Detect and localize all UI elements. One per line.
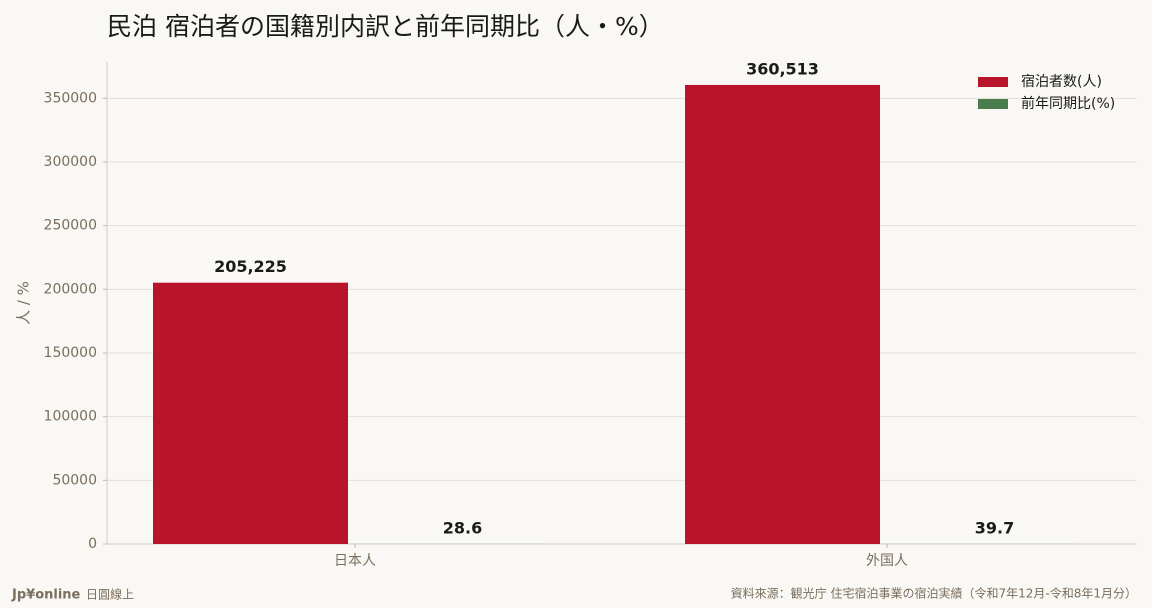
y-tick-label: 300000: [44, 154, 97, 170]
chart-title: 民泊 宿泊者の国籍別内訳と前年同期比（人・%）: [107, 12, 664, 41]
bar: [153, 282, 348, 544]
legend-swatch: [978, 99, 1008, 109]
y-tick-label: 50000: [52, 472, 97, 488]
legend-swatch: [978, 77, 1008, 87]
x-tick-label: 日本人: [334, 553, 376, 569]
value-label: 205,225: [214, 257, 287, 276]
legend-label: 前年同期比(%): [1021, 95, 1115, 112]
source-note: 資料來源：観光庁 住宅宿泊事業の宿泊実績（令和7年12月-令和8年1月分）: [731, 586, 1137, 601]
value-label: 360,513: [746, 59, 819, 78]
value-label: 39.7: [975, 518, 1014, 537]
y-tick-label: 150000: [44, 345, 97, 361]
y-tick-label: 350000: [44, 90, 97, 106]
brand: Jp¥online: [11, 588, 81, 603]
y-tick-label: 100000: [44, 409, 97, 425]
x-tick-label: 外国人: [866, 553, 908, 569]
bar: [685, 84, 880, 544]
y-tick-label: 200000: [44, 281, 97, 297]
value-label: 28.6: [443, 518, 482, 537]
y-tick-label: 250000: [44, 218, 97, 234]
legend-label: 宿泊者数(人): [1021, 73, 1102, 90]
brand-sub: 日圓線上: [86, 587, 134, 602]
y-axis-label: 人 / %: [15, 281, 33, 325]
y-tick-label: 0: [88, 536, 97, 552]
